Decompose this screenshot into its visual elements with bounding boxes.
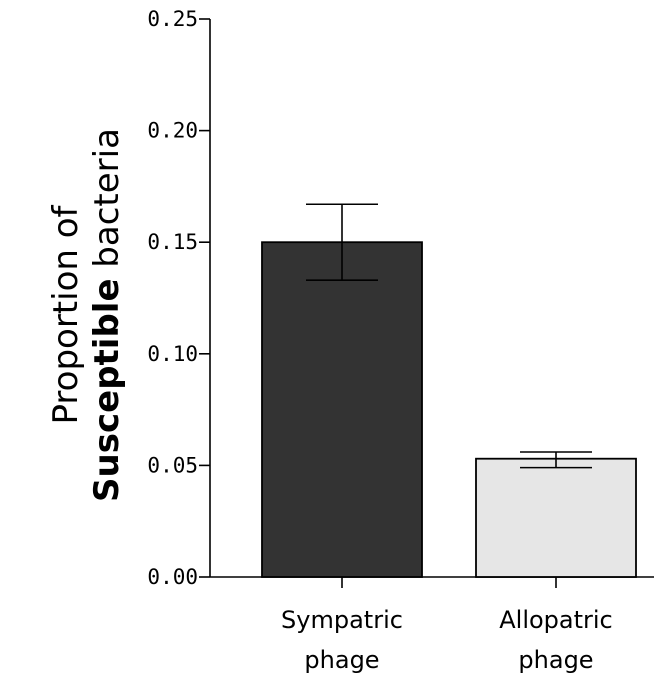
y-tick-label: 0.15 <box>147 230 198 254</box>
x-axis-labels: Sympatric phage Allopatric phage <box>281 606 613 674</box>
y-tick-label: 0.05 <box>147 453 198 477</box>
y-axis-label-rest: bacteria <box>87 128 127 278</box>
bar <box>475 457 637 578</box>
x-category-label: phage <box>304 646 379 674</box>
y-axis-label: Proportion of Susceptible bacteria <box>46 128 127 502</box>
y-axis-label-line2: Susceptible bacteria <box>87 128 127 502</box>
x-category-label: phage <box>518 646 593 674</box>
y-tick-label: 0.10 <box>147 342 198 366</box>
x-category-label: Allopatric <box>499 606 613 634</box>
bars <box>261 241 637 578</box>
y-tick-label: 0.20 <box>147 119 198 143</box>
bar <box>261 241 423 578</box>
error-bars <box>306 203 592 469</box>
y-tick-label: 0.25 <box>147 7 198 31</box>
axes: 0.00 0.05 0.10 0.15 0.20 0.25 <box>147 7 654 589</box>
y-tick-label: 0.00 <box>147 565 198 589</box>
y-axis-label-line1: Proportion of <box>46 204 86 424</box>
y-axis-label-bold: Susceptible <box>87 278 127 501</box>
x-category-label: Sympatric <box>281 606 403 634</box>
